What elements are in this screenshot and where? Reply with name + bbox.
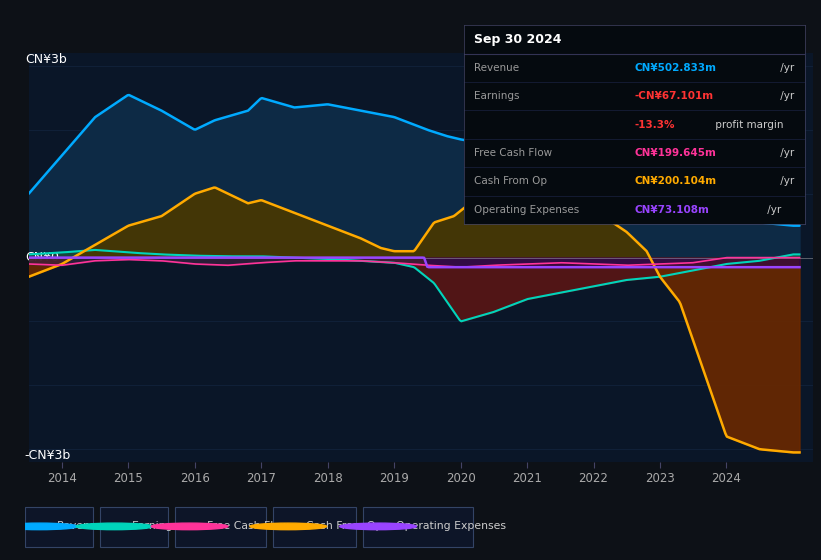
Text: /yr: /yr	[777, 63, 794, 73]
Text: /yr: /yr	[777, 91, 794, 101]
Text: Free Cash Flow: Free Cash Flow	[207, 521, 289, 531]
FancyBboxPatch shape	[273, 507, 356, 547]
Text: Revenue: Revenue	[474, 63, 519, 73]
Circle shape	[1, 523, 78, 530]
FancyBboxPatch shape	[364, 507, 473, 547]
Text: /yr: /yr	[777, 148, 794, 158]
Text: Earnings: Earnings	[474, 91, 520, 101]
Text: Earnings: Earnings	[132, 521, 179, 531]
Text: CN¥200.104m: CN¥200.104m	[635, 176, 717, 186]
Text: Sep 30 2024: Sep 30 2024	[474, 33, 562, 46]
Text: Cash From Op: Cash From Op	[306, 521, 383, 531]
Text: Revenue: Revenue	[57, 521, 104, 531]
FancyBboxPatch shape	[175, 507, 266, 547]
FancyBboxPatch shape	[99, 507, 167, 547]
Text: /yr: /yr	[777, 176, 794, 186]
Text: /yr: /yr	[764, 205, 781, 215]
Text: -CN¥67.101m: -CN¥67.101m	[635, 91, 713, 101]
Text: profit margin: profit margin	[712, 120, 783, 129]
Text: Cash From Op: Cash From Op	[474, 176, 547, 186]
Text: CN¥73.108m: CN¥73.108m	[635, 205, 709, 215]
Text: -13.3%: -13.3%	[635, 120, 675, 129]
Text: Operating Expenses: Operating Expenses	[474, 205, 580, 215]
Circle shape	[76, 523, 153, 530]
Text: -CN¥3b: -CN¥3b	[25, 449, 71, 462]
Circle shape	[151, 523, 228, 530]
Text: CN¥199.645m: CN¥199.645m	[635, 148, 716, 158]
Text: Operating Expenses: Operating Expenses	[396, 521, 506, 531]
FancyBboxPatch shape	[25, 507, 93, 547]
Circle shape	[340, 523, 416, 530]
Text: CN¥0: CN¥0	[25, 251, 59, 264]
Text: CN¥502.833m: CN¥502.833m	[635, 63, 716, 73]
Text: CN¥3b: CN¥3b	[25, 53, 67, 66]
Circle shape	[250, 523, 327, 530]
Text: Free Cash Flow: Free Cash Flow	[474, 148, 553, 158]
